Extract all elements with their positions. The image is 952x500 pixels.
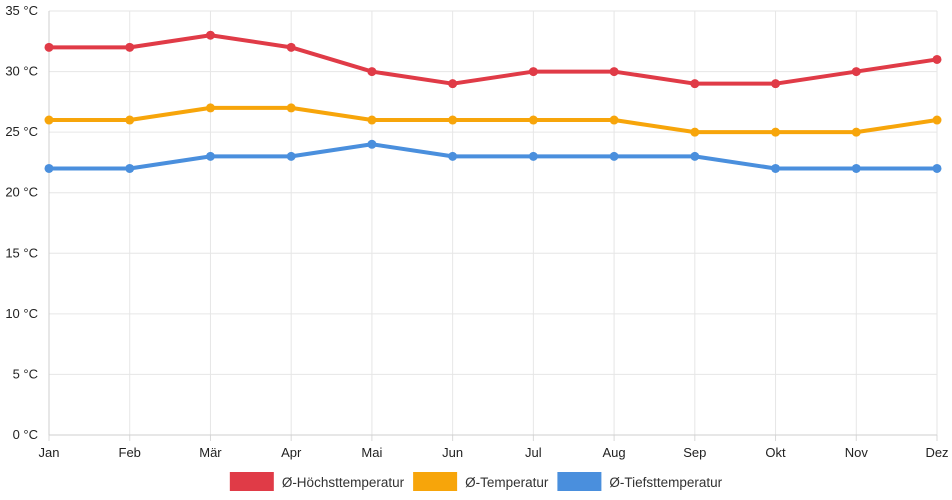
data-point[interactable]	[771, 163, 781, 173]
data-point[interactable]	[125, 115, 135, 125]
y-tick-label: 10 °C	[5, 306, 38, 321]
data-point[interactable]	[448, 151, 458, 161]
data-point[interactable]	[528, 115, 538, 125]
data-point[interactable]	[609, 115, 619, 125]
x-tick-label: Jul	[525, 445, 542, 460]
data-point[interactable]	[125, 42, 135, 52]
data-point[interactable]	[367, 67, 377, 77]
y-tick-label: 15 °C	[5, 245, 38, 260]
series-0	[44, 30, 942, 89]
x-axis-ticks: Jan Feb Mär Apr Mai Jun Jul Aug Sep Okt Nov Dez	[39, 445, 949, 460]
data-point[interactable]	[771, 79, 781, 89]
data-point[interactable]	[690, 79, 700, 89]
legend: Ø-Höchsttemperatur Ø-Temperatur Ø-Tiefstte…	[229, 472, 723, 491]
data-point[interactable]	[528, 67, 538, 77]
data-point[interactable]	[125, 163, 135, 173]
grid-lines	[48, 10, 938, 441]
legend-swatch[interactable]	[557, 472, 602, 491]
data-point[interactable]	[448, 79, 458, 89]
data-point[interactable]	[690, 151, 700, 161]
data-point[interactable]	[932, 163, 942, 173]
data-point[interactable]	[690, 127, 700, 137]
data-point[interactable]	[286, 103, 296, 113]
y-tick-label: 0 °C	[13, 427, 38, 442]
data-point[interactable]	[286, 42, 296, 52]
data-point[interactable]	[771, 127, 781, 137]
series-line	[47, 142, 939, 171]
legend-label: Ø-Temperatur	[465, 475, 549, 490]
data-point[interactable]	[205, 103, 215, 113]
y-tick-label: 30 °C	[5, 64, 38, 79]
data-point[interactable]	[205, 30, 215, 40]
data-point[interactable]	[851, 67, 861, 77]
series-1	[44, 103, 942, 137]
data-point[interactable]	[609, 151, 619, 161]
legend-label: Ø-Höchsttemperatur	[282, 475, 405, 490]
y-axis-ticks: 0 °C 5 °C 10 °C 15 °C 20 °C 25 °C 30 °C 35 °C	[5, 3, 38, 442]
y-tick-label: 20 °C	[5, 185, 38, 200]
x-tick-label: Mai	[361, 445, 382, 460]
data-series	[44, 30, 942, 173]
x-tick-label: Okt	[765, 445, 786, 460]
x-tick-label: Aug	[603, 445, 626, 460]
data-point[interactable]	[932, 54, 942, 64]
legend-swatch[interactable]	[413, 472, 458, 491]
x-tick-label: Jun	[442, 445, 463, 460]
data-point[interactable]	[448, 115, 458, 125]
data-point[interactable]	[367, 139, 377, 149]
data-point[interactable]	[932, 115, 942, 125]
x-tick-label: Nov	[845, 445, 869, 460]
legend-swatch[interactable]	[229, 472, 274, 491]
series-line	[47, 105, 939, 135]
x-tick-label: Sep	[683, 445, 706, 460]
data-point[interactable]	[44, 115, 54, 125]
data-point[interactable]	[851, 127, 861, 137]
data-point[interactable]	[205, 151, 215, 161]
data-point[interactable]	[44, 42, 54, 52]
series-2	[44, 139, 942, 173]
data-point[interactable]	[367, 115, 377, 125]
x-tick-label: Jan	[39, 445, 60, 460]
x-tick-label: Mär	[199, 445, 222, 460]
data-point[interactable]	[851, 163, 861, 173]
data-point[interactable]	[528, 151, 538, 161]
data-point[interactable]	[286, 151, 296, 161]
data-point[interactable]	[44, 163, 54, 173]
series-line	[47, 33, 939, 86]
y-tick-label: 35 °C	[5, 3, 38, 18]
data-point[interactable]	[609, 67, 619, 77]
x-tick-label: Dez	[925, 445, 948, 460]
x-tick-label: Feb	[119, 445, 141, 460]
y-tick-label: 5 °C	[13, 366, 38, 381]
legend-label: Ø-Tiefsttemperatur	[609, 475, 722, 490]
x-tick-label: Apr	[281, 445, 302, 460]
y-tick-label: 25 °C	[5, 124, 38, 139]
